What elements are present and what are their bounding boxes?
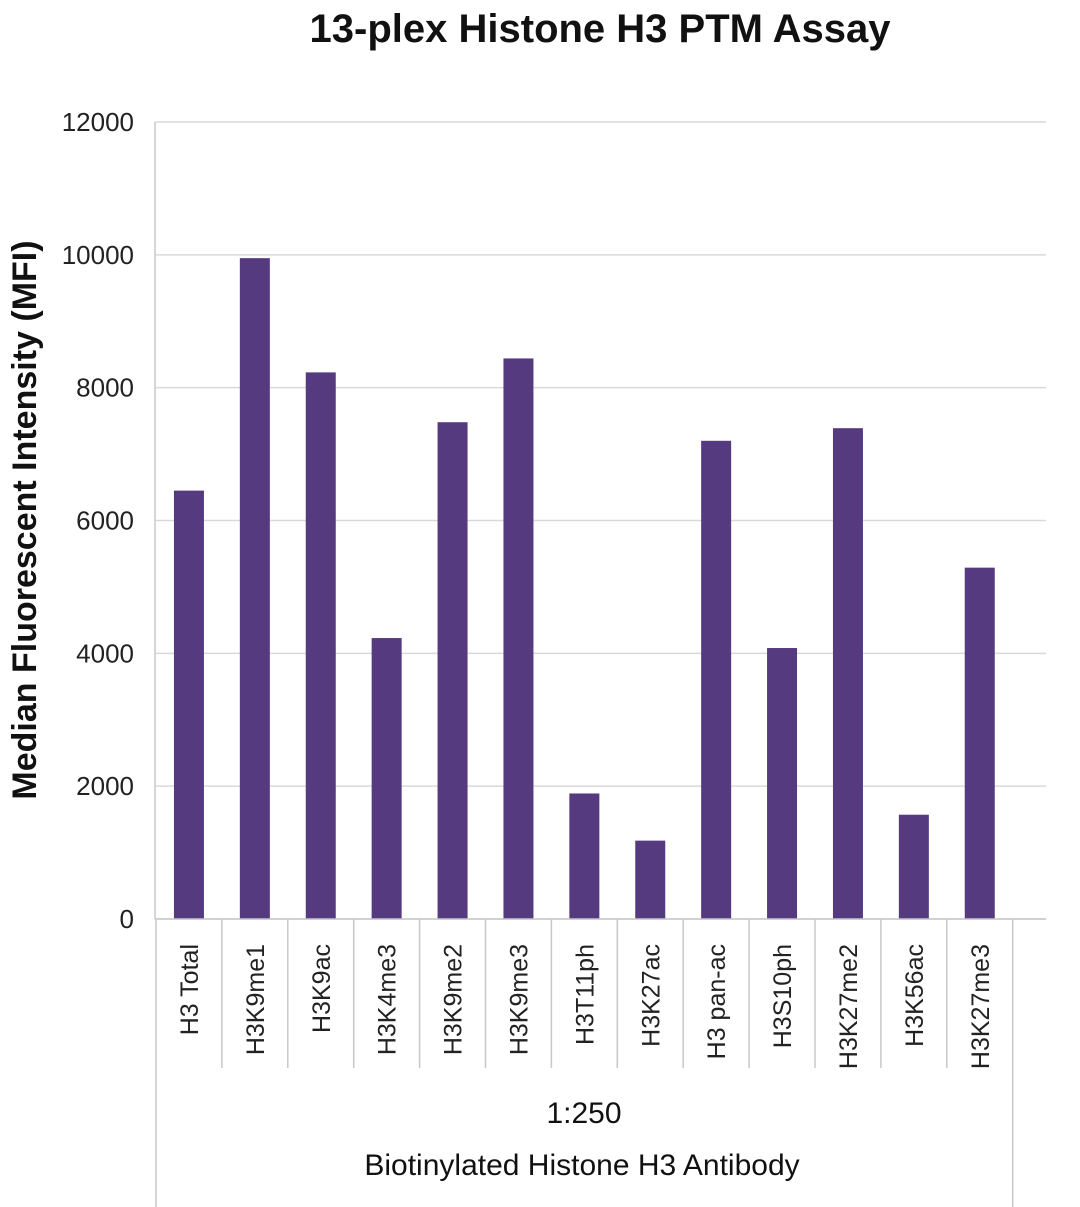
y-tick-label-8000: 8000	[76, 373, 134, 403]
y-tick-label-2000: 2000	[76, 771, 134, 801]
x-tick-label-h3k9me2: H3K9me2	[440, 944, 468, 1055]
gridlines	[155, 121, 1046, 920]
bar-h3t11ph	[569, 793, 600, 919]
bar-h3k4me3	[371, 638, 402, 919]
chart-title: 13-plex Histone H3 PTM Assay	[310, 7, 892, 51]
bars	[173, 258, 995, 919]
x-tick-label-h3k27me2: H3K27me2	[835, 944, 863, 1069]
x-tick-label-h3-pan-ac: H3 pan-ac	[703, 944, 731, 1059]
x-tick-label-h3k9me1: H3K9me1	[242, 944, 270, 1055]
bar-h3-pan-ac	[701, 440, 732, 919]
bar-h3k9me1	[239, 258, 270, 919]
bar-h3k56ac	[898, 814, 929, 919]
x-tick-label-h3k56ac: H3K56ac	[901, 944, 929, 1047]
y-axis-ticks: 0 2000 4000 6000 8000 10000 12000	[62, 107, 134, 934]
bar-h3k9me3	[503, 358, 534, 919]
bar-h3s10ph	[767, 648, 798, 919]
x-tick-label-h3s10ph: H3S10ph	[769, 944, 797, 1048]
x-tick-label-h3k27ac: H3K27ac	[637, 944, 665, 1047]
x-tick-label-h3k9ac: H3K9ac	[308, 944, 336, 1033]
group-label-antibody: Biotinylated Histone H3 Antibody	[364, 1149, 799, 1182]
y-tick-label-6000: 6000	[76, 506, 134, 536]
y-tick-label-0: 0	[120, 904, 134, 934]
x-tick-label-h3k27me3: H3K27me3	[967, 944, 995, 1069]
axis-lines	[154, 122, 1046, 1207]
bar-h3k27me3	[964, 567, 995, 919]
group-label-dilution: 1:250	[546, 1097, 621, 1130]
x-tick-label-h3t11ph: H3T11ph	[571, 944, 599, 1045]
x-tick-label-h3k4me3: H3K4me3	[374, 944, 402, 1055]
bar-h3k9ac	[305, 372, 336, 919]
bar-h3k9me2	[437, 422, 468, 919]
y-axis-label: Median Fluorescent Intensity (MFI)	[6, 240, 44, 799]
y-tick-label-10000: 10000	[62, 240, 134, 270]
bar-h3k27ac	[635, 840, 666, 919]
y-tick-label-4000: 4000	[76, 638, 134, 668]
x-tick-label-h3-total: H3 Total	[176, 944, 204, 1035]
y-tick-label-12000: 12000	[62, 107, 134, 137]
bar-h3k27me2	[832, 428, 863, 919]
x-axis-ticks: H3 Total H3K9me1 H3K9ac H3K4me3 H3K9me2 H3K9m…	[176, 944, 995, 1069]
x-tick-label-h3k9me3: H3K9me3	[505, 944, 533, 1055]
bar-h3-total	[173, 490, 204, 919]
